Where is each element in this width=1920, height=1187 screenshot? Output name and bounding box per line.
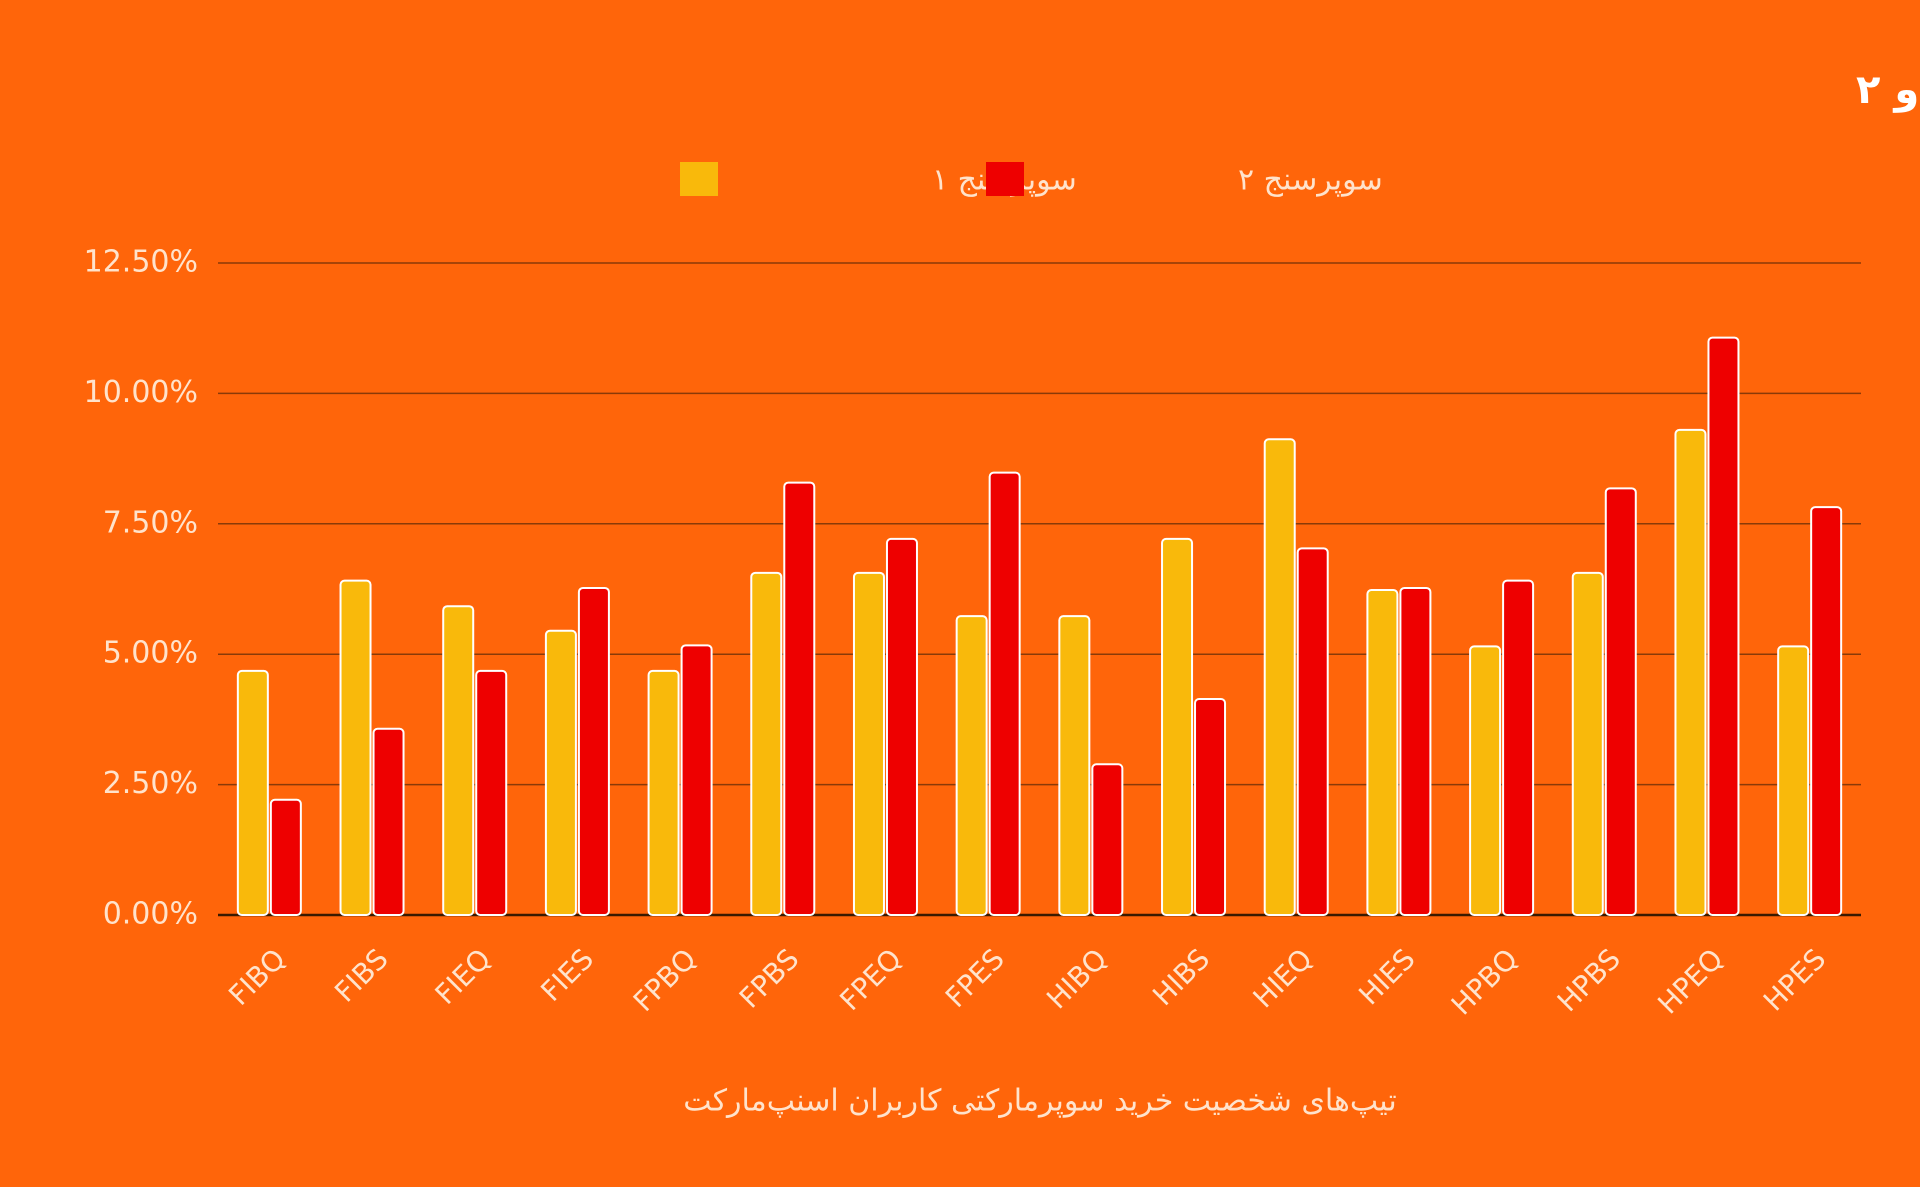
y-tick-label: 10.00% <box>84 375 198 410</box>
legend-swatch <box>680 162 718 196</box>
bar <box>1366 589 1399 916</box>
bar <box>1674 428 1707 916</box>
bar <box>236 669 269 916</box>
bar <box>269 798 302 916</box>
y-tick-label: 0.00% <box>103 897 198 932</box>
bar <box>475 669 508 916</box>
bar <box>577 586 610 916</box>
bar <box>1469 645 1502 916</box>
y-tick-label: 2.50% <box>103 766 198 801</box>
chart-title: توزیع تیپ‌های شخصیتی در سوپرسنج ۱ و ۲ <box>1856 67 1920 113</box>
bar <box>372 727 405 917</box>
bar <box>885 537 918 916</box>
bar <box>1399 586 1432 916</box>
legend-label: سوپرسنج ۲ <box>1238 163 1383 198</box>
bar <box>1296 547 1329 916</box>
bar <box>1502 579 1535 917</box>
y-tick-label: 5.00% <box>103 636 198 671</box>
bar <box>1810 506 1843 916</box>
bar <box>1707 336 1740 916</box>
bar <box>1777 645 1810 916</box>
bar <box>544 629 577 917</box>
y-tick-label: 12.50% <box>84 245 198 280</box>
bar <box>1604 487 1637 916</box>
bar <box>1091 763 1124 917</box>
bar <box>783 481 816 916</box>
bar <box>1058 615 1091 917</box>
bar <box>955 615 988 917</box>
bar <box>852 571 885 916</box>
bar <box>1263 438 1296 916</box>
bar <box>1161 537 1194 916</box>
bar <box>1194 698 1227 917</box>
x-axis-title: تیپ‌های شخصیت خرید سوپرمارکتی کاربران اس… <box>683 1084 1396 1119</box>
y-tick-label: 7.50% <box>103 505 198 540</box>
bar <box>339 579 372 917</box>
bar <box>750 571 783 916</box>
bar <box>988 471 1021 916</box>
bar <box>442 605 475 917</box>
bar <box>647 669 680 916</box>
legend-swatch <box>986 162 1024 196</box>
bar <box>680 644 713 917</box>
bar <box>1571 571 1604 916</box>
